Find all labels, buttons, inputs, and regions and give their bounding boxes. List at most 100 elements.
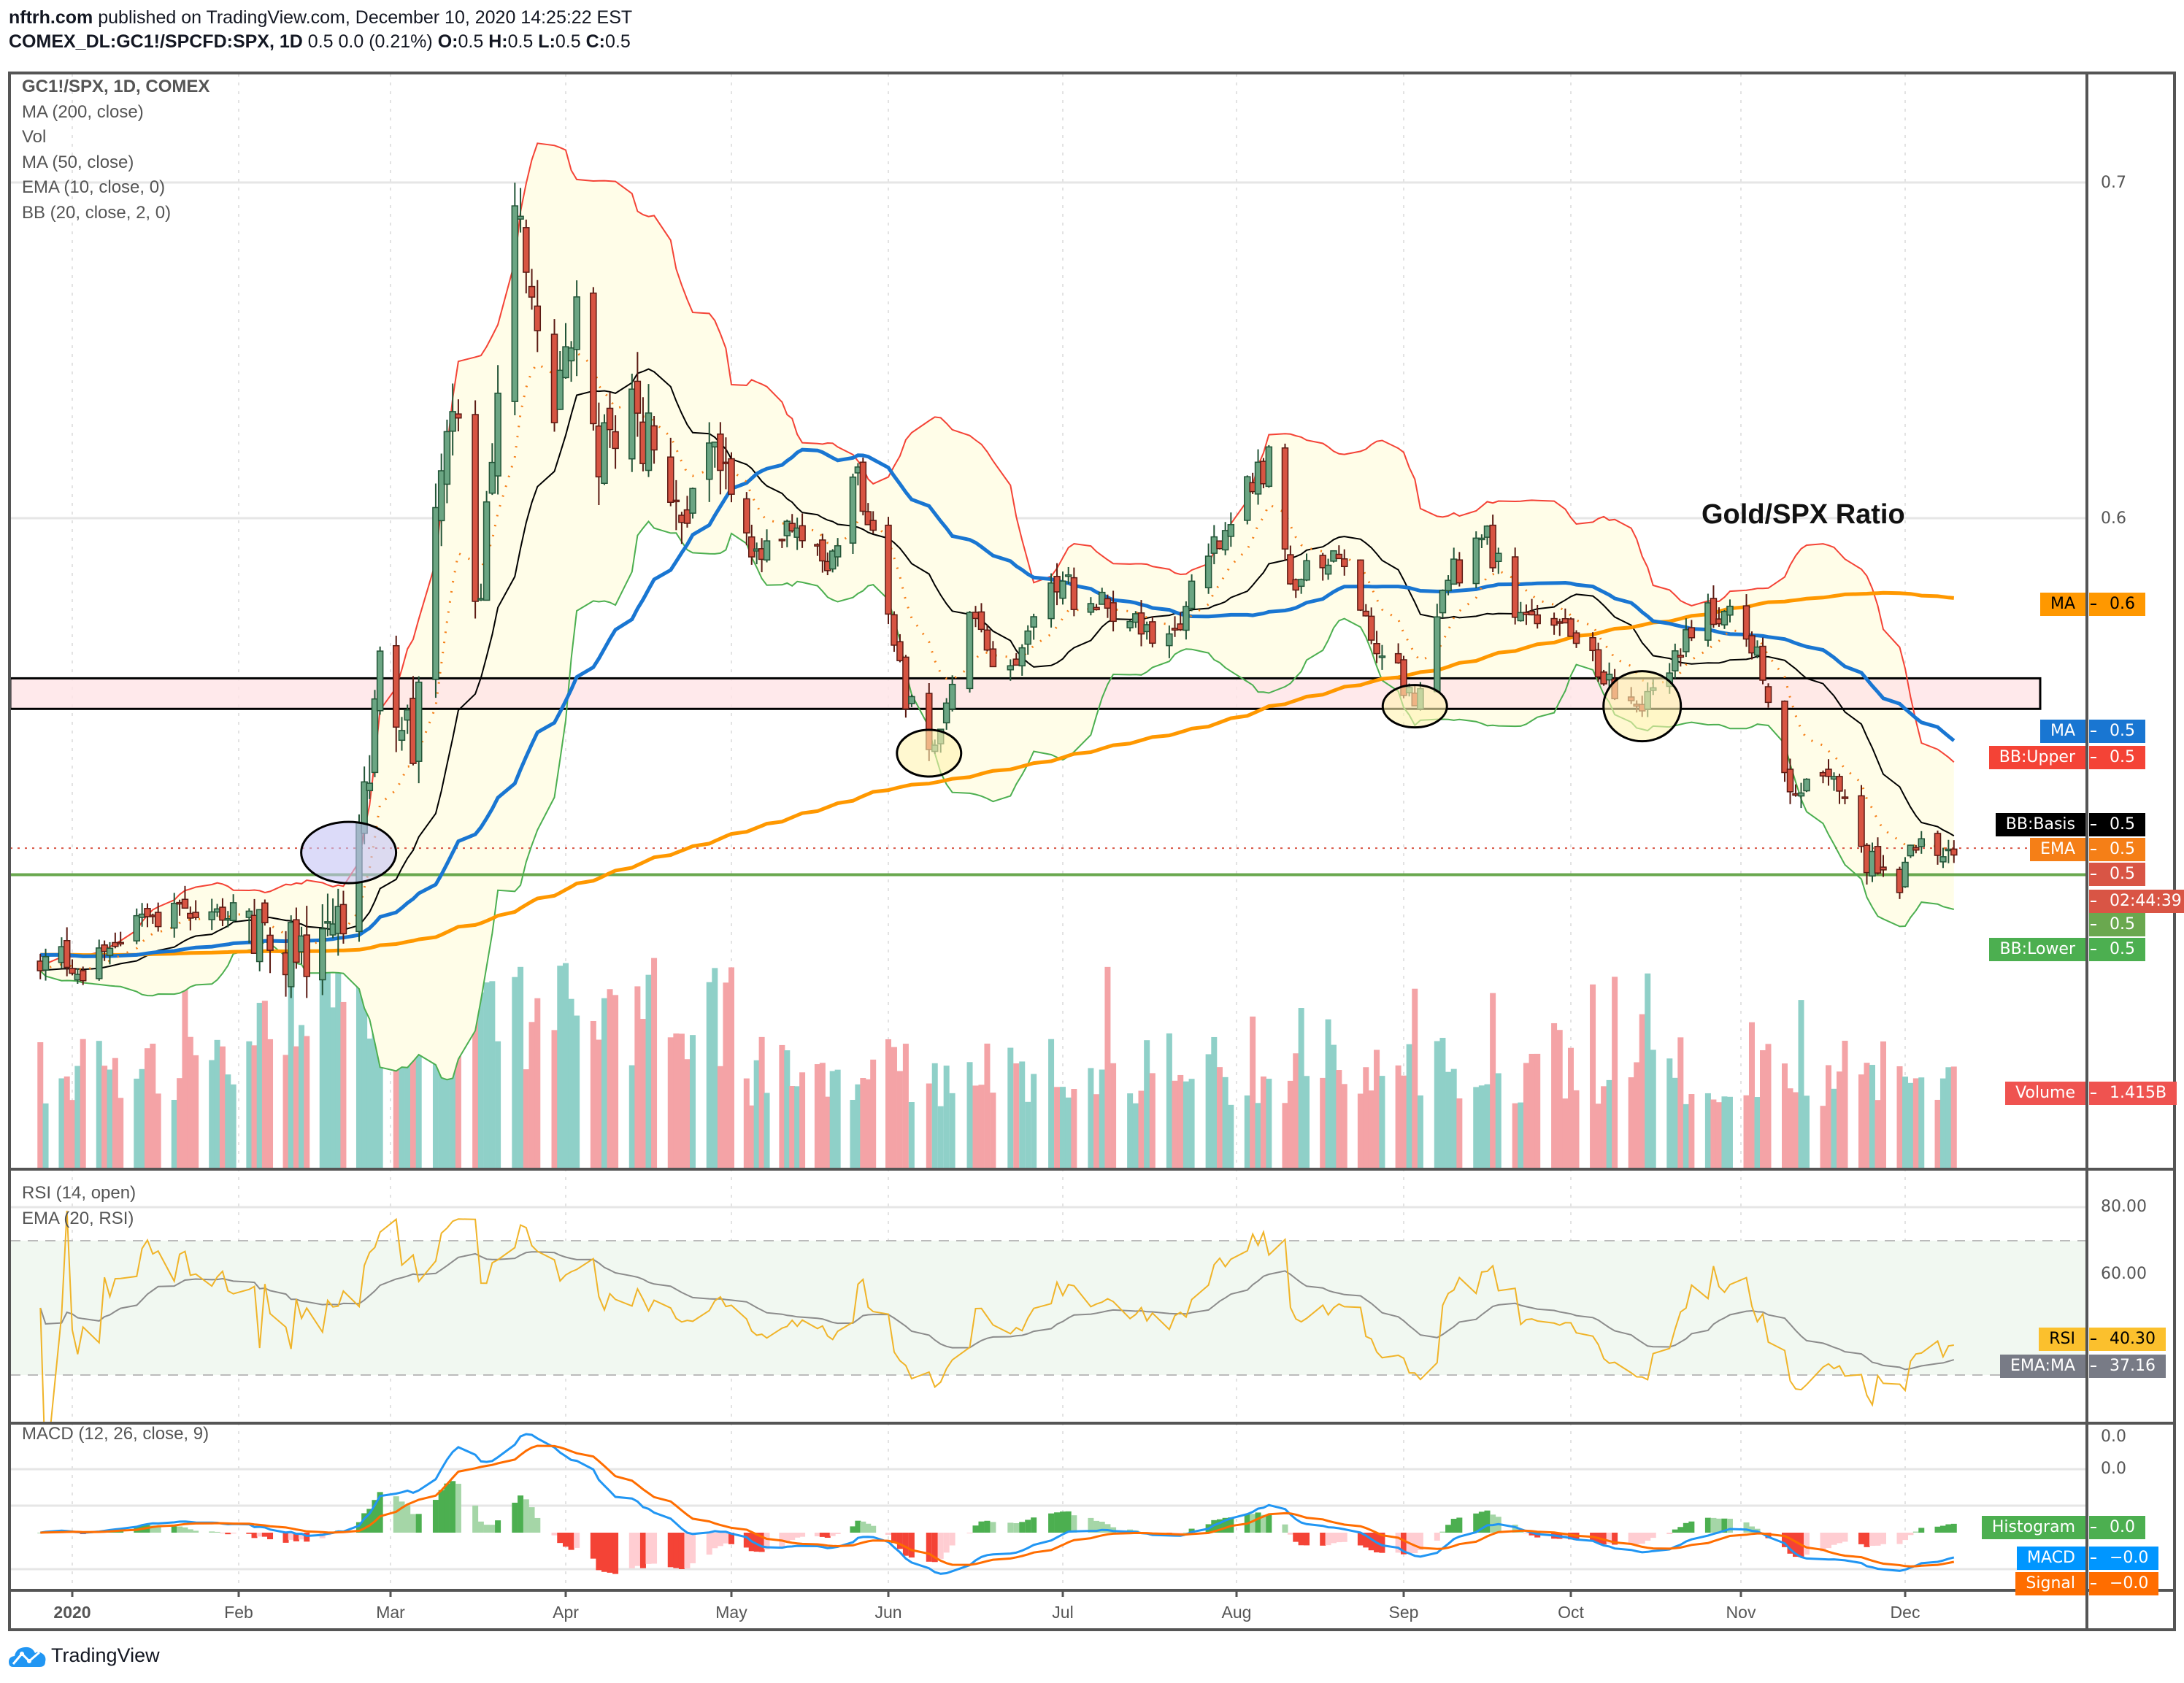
macd-histogram-bar xyxy=(551,1533,558,1536)
macd-histogram-bar xyxy=(753,1533,760,1552)
macd-histogram-bar xyxy=(1490,1514,1496,1533)
candle xyxy=(1439,589,1447,618)
macd-histogram-bar xyxy=(1188,1528,1195,1533)
legend-bb[interactable]: BB (20, close, 2, 0) xyxy=(22,202,172,223)
candle-body xyxy=(1950,848,1958,856)
candle xyxy=(437,453,445,547)
macd-histogram-bar xyxy=(1412,1533,1418,1554)
candle xyxy=(324,893,331,936)
legend-rsi[interactable]: RSI (14, open) xyxy=(22,1183,136,1203)
candle xyxy=(1858,785,1865,853)
volume-bar xyxy=(1478,1085,1485,1168)
candle xyxy=(1572,630,1580,648)
candle xyxy=(989,641,997,668)
volume-bar xyxy=(937,1106,944,1168)
candle-body xyxy=(778,539,786,542)
macd-histogram-bar xyxy=(1918,1528,1925,1533)
macd-histogram-bar xyxy=(1341,1533,1347,1542)
candle-body xyxy=(1726,605,1734,616)
legend-symbol[interactable]: GC1!/SPX, 1D, COMEX xyxy=(22,77,210,96)
volume-bar xyxy=(393,1020,399,1168)
chart-frame xyxy=(8,72,2176,1631)
macd-histogram-bar xyxy=(477,1521,484,1533)
volume-bar xyxy=(1523,1063,1529,1168)
legend-macd[interactable]: MACD (12, 26, close, 9) xyxy=(22,1424,209,1444)
legend-ema10[interactable]: EMA (10, close, 0) xyxy=(22,177,166,197)
candle xyxy=(534,280,542,353)
legend-ma50[interactable]: MA (50, close) xyxy=(22,152,134,172)
volume-bar xyxy=(612,995,619,1168)
candle-body xyxy=(1759,645,1766,681)
volume-bar xyxy=(1244,1095,1250,1168)
macd-histogram-bar xyxy=(415,1514,422,1533)
volume-bar xyxy=(1088,1068,1094,1168)
candle xyxy=(1137,600,1145,647)
candle-body xyxy=(639,421,647,464)
macd-histogram-bar xyxy=(1330,1533,1337,1544)
candle xyxy=(573,280,580,377)
candle-body xyxy=(1688,627,1696,639)
price-label-name: EMA xyxy=(2030,838,2085,861)
volume-bar xyxy=(1188,1079,1195,1168)
symbol-title: COMEX_DL:GC1!/SPCFD:SPX, 1D xyxy=(9,31,303,52)
candle-body xyxy=(628,388,636,460)
macd-histogram-bar xyxy=(177,1526,183,1533)
volume-bar xyxy=(1858,1074,1864,1168)
legend-rsi-ema[interactable]: EMA (20, RSI) xyxy=(22,1208,134,1228)
price-label-value: −0.0 xyxy=(2089,1572,2159,1595)
candle xyxy=(788,514,796,533)
candle xyxy=(1567,617,1574,637)
volume-bar xyxy=(1568,1047,1574,1168)
candle-body xyxy=(1132,613,1139,623)
legend-ma200[interactable]: MA (200, close) xyxy=(22,101,144,122)
candle xyxy=(1589,632,1596,662)
candle-body xyxy=(1939,856,1947,863)
candle xyxy=(1324,558,1332,580)
macd-histogram-bar xyxy=(193,1530,199,1533)
candle-body xyxy=(966,612,974,690)
volume-bar xyxy=(472,995,479,1168)
candle-body xyxy=(415,681,423,762)
macd-histogram-bar xyxy=(1048,1513,1055,1533)
candle xyxy=(1781,700,1788,782)
candle xyxy=(1340,549,1348,576)
macd-histogram-bar xyxy=(1282,1524,1288,1533)
tradingview-logo[interactable]: TradingView xyxy=(9,1644,160,1667)
candle-body xyxy=(96,947,103,979)
candle-body xyxy=(1605,674,1613,681)
candle xyxy=(245,908,253,944)
volume-bar xyxy=(1765,1044,1772,1168)
rsi-pane[interactable] xyxy=(10,1210,2086,1476)
macd-histogram-bar xyxy=(1439,1531,1446,1533)
macd-pane[interactable] xyxy=(37,1433,1957,1575)
publisher[interactable]: nftrh.com xyxy=(9,7,93,28)
legend-volume[interactable]: Vol xyxy=(22,127,47,147)
macd-histogram-bar xyxy=(1478,1511,1485,1533)
chart-annotation-text[interactable]: Gold/SPX Ratio xyxy=(1702,499,1905,530)
volume-bar xyxy=(667,1037,674,1168)
candle-body xyxy=(1445,579,1452,592)
macd-histogram-bar xyxy=(288,1533,294,1540)
price-pane[interactable] xyxy=(10,142,2086,1168)
candle-body xyxy=(902,656,910,710)
volume-bar xyxy=(1104,966,1111,1168)
volume-bar xyxy=(949,1093,956,1168)
candle xyxy=(63,927,71,977)
candle xyxy=(828,549,837,573)
volume-bar xyxy=(678,1033,685,1168)
macd-histogram-bar xyxy=(1379,1533,1385,1553)
candle xyxy=(255,909,264,971)
candle-body xyxy=(1221,530,1229,551)
macd-histogram-bar xyxy=(1013,1522,1020,1533)
volume-bar xyxy=(139,1068,145,1168)
candle xyxy=(1287,545,1294,585)
ma50-line xyxy=(40,447,1956,958)
volume-bar xyxy=(304,1036,310,1168)
macd-histogram-bar xyxy=(171,1526,177,1533)
macd-histogram-bar xyxy=(870,1525,877,1533)
candle-body xyxy=(849,476,857,544)
candle xyxy=(778,538,786,548)
candle-body xyxy=(1188,580,1196,609)
candle-body xyxy=(1720,611,1729,625)
